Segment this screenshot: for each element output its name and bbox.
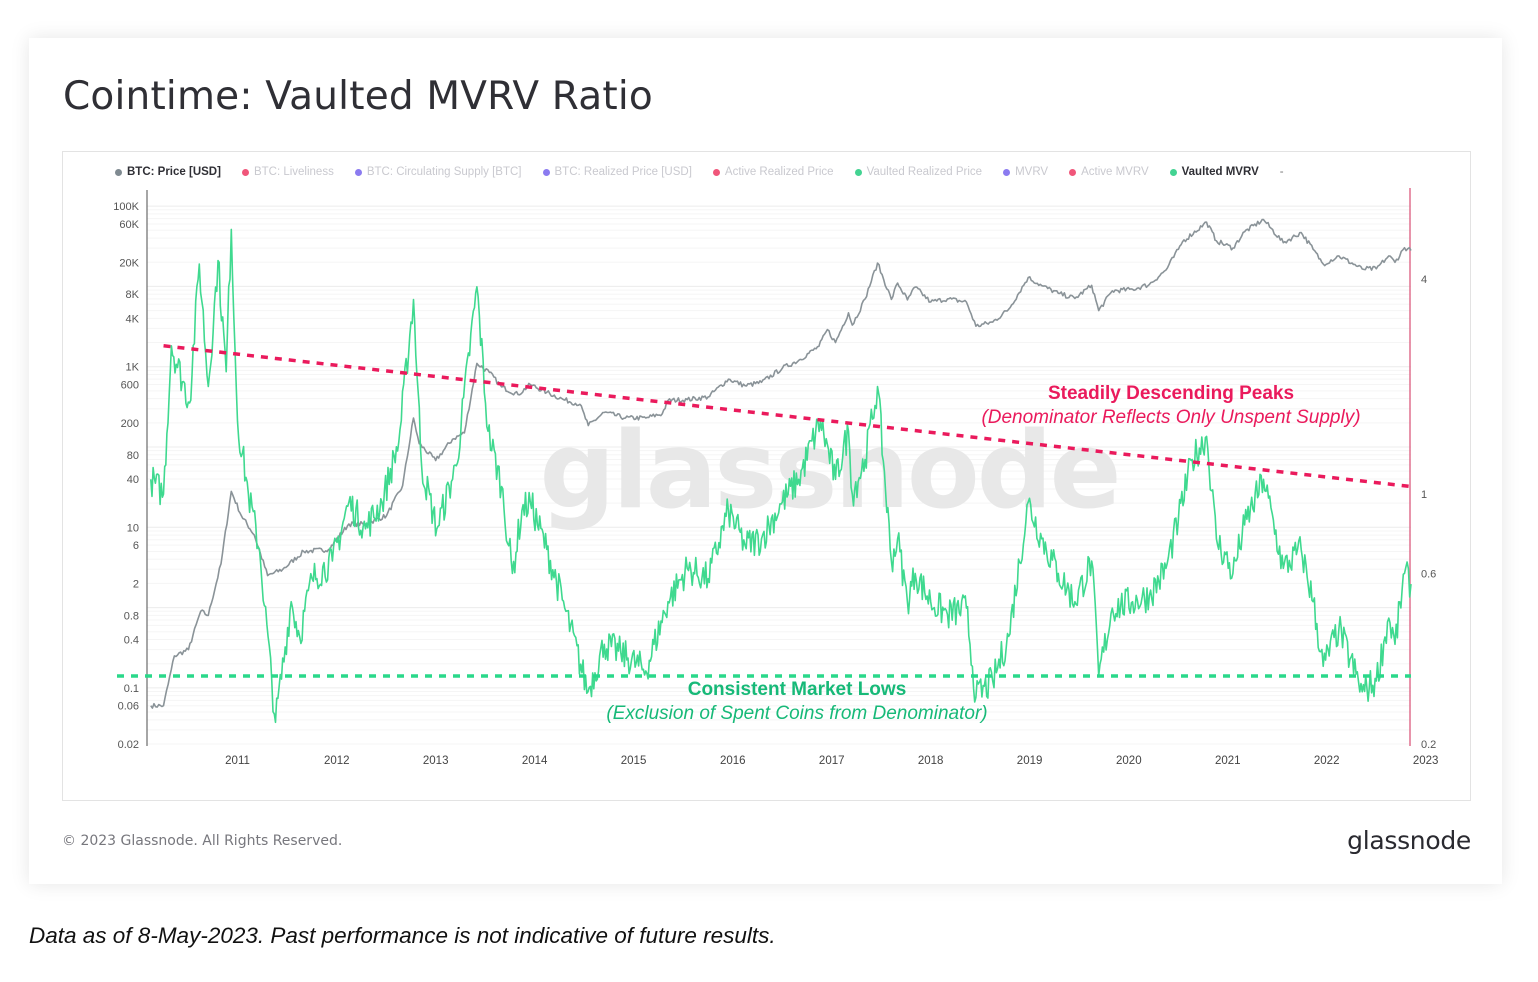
lows-annotation-title: Consistent Market Lows — [688, 679, 907, 700]
trendlines — [117, 344, 1412, 678]
legend-label: BTC: Liveliness — [253, 166, 334, 178]
y-tick-label: 4K — [126, 313, 140, 325]
legend-dot-icon — [854, 168, 862, 176]
chart-frame: BTC: Price [USD] BTC: Liveliness BTC: Circ… — [62, 151, 1471, 801]
chart-title: Cointime: Vaulted MVRV Ratio — [63, 74, 653, 119]
y-tick-label: 1K — [126, 362, 140, 374]
legend-item[interactable]: MVRV — [1003, 166, 1048, 178]
y-tick-label: 20K — [119, 257, 139, 269]
y-right-tick-label: 0.6 — [1421, 568, 1436, 580]
legend-item[interactable]: BTC: Circulating Supply [BTC] — [354, 166, 522, 178]
x-tick-label: 2012 — [324, 755, 350, 767]
y-right-tick-label: 0.2 — [1421, 739, 1436, 751]
y-tick-label: 10 — [127, 522, 139, 534]
legend-item[interactable]: BTC: Liveliness — [241, 166, 334, 178]
disclaimer-note: Data as of 8-May-2023. Past performance … — [29, 923, 776, 948]
glassnode-logo[interactable]: glassnode — [1347, 826, 1471, 855]
legend-label: Active MVRV — [1081, 166, 1149, 178]
peaks-annotation-subtitle: (Denominator Reflects Only Unspent Suppl… — [981, 407, 1360, 428]
lows-annotation-subtitle: (Exclusion of Spent Coins from Denominat… — [606, 703, 987, 724]
y-tick-label: 200 — [121, 418, 139, 430]
gridlines — [147, 205, 1411, 745]
legend-more-toggle[interactable]: - — [1279, 166, 1284, 178]
y-right-tick-label: 4 — [1421, 274, 1427, 286]
legend-label: BTC: Realized Price [USD] — [554, 166, 692, 178]
y-tick-label: 0.06 — [118, 701, 139, 713]
y-tick-label: 6 — [133, 540, 139, 552]
y-tick-label: 100K — [113, 201, 139, 213]
y-tick-label: 60K — [119, 219, 139, 231]
x-tick-label: 2014 — [522, 755, 548, 767]
legend-dot-icon — [354, 168, 362, 176]
y-tick-label: 600 — [121, 380, 139, 392]
legend-item[interactable]: Vaulted MVRV — [1169, 166, 1259, 178]
legend-dot-icon — [1069, 168, 1077, 176]
x-tick-label: 2017 — [819, 755, 845, 767]
x-tick-label: 2022 — [1314, 755, 1340, 767]
x-tick-label: 2018 — [918, 755, 944, 767]
legend-dot-icon — [542, 168, 550, 176]
legend-label: Vaulted MVRV — [1181, 166, 1259, 178]
x-tick-label: 2013 — [423, 755, 449, 767]
series-lines — [150, 218, 1412, 724]
legend-label: Vaulted Realized Price — [866, 166, 983, 178]
legend-item[interactable]: Active Realized Price — [712, 166, 834, 178]
btc-price-line — [150, 218, 1412, 709]
y-tick-label: 40 — [127, 474, 139, 486]
legend-dot-icon — [1003, 168, 1011, 176]
legend-item[interactable]: BTC: Price [USD] — [115, 166, 221, 178]
x-tick-label: 2020 — [1116, 755, 1142, 767]
legend-label: BTC: Circulating Supply [BTC] — [366, 166, 522, 178]
legend-label: MVRV — [1015, 166, 1049, 178]
x-tick-label: 2011 — [225, 755, 250, 767]
watermark: glassnode — [540, 409, 1119, 532]
copyright: © 2023 Glassnode. All Rights Reserved. — [62, 833, 343, 849]
x-tick-label: 2016 — [720, 755, 746, 767]
legend-label: BTC: Price [USD] — [127, 166, 221, 178]
y-tick-label: 0.8 — [124, 610, 139, 622]
legend-item[interactable]: Active MVRV — [1069, 166, 1149, 178]
x-tick-label: 2019 — [1017, 755, 1043, 767]
legend-label: Active Realized Price — [724, 166, 834, 178]
legend-item[interactable]: BTC: Realized Price [USD] — [542, 166, 692, 178]
chart-card: Cointime: Vaulted MVRV Ratio BTC: Price … — [29, 38, 1502, 884]
legend-dot-icon — [712, 168, 720, 176]
y-tick-label: 2 — [133, 578, 139, 590]
vaulted-mvrv-line — [150, 228, 1412, 724]
legend: BTC: Price [USD] BTC: Liveliness BTC: Circ… — [115, 164, 1284, 180]
y-tick-label: 80 — [127, 450, 139, 462]
chart-plot: glassnode 100K 60K 20K 8K 4K 1K 600 200 80 40 10 6 2… — [113, 188, 1438, 767]
axes: 100K 60K 20K 8K 4K 1K 600 200 80 40 10 6 2 0.8 0.4 0.1 0… — [113, 188, 1438, 767]
y-right-tick-label: 1 — [1421, 489, 1427, 501]
legend-item[interactable]: Vaulted Realized Price — [854, 166, 983, 178]
legend-dot-icon — [1169, 168, 1177, 176]
y-tick-label: 0.02 — [118, 739, 139, 751]
x-tick-label: 2023 — [1413, 755, 1439, 767]
peaks-annotation-title: Steadily Descending Peaks — [1048, 383, 1294, 404]
legend-dot-icon — [241, 168, 249, 176]
x-tick-label: 2015 — [621, 755, 647, 767]
y-tick-label: 0.4 — [124, 635, 139, 647]
y-tick-label: 0.1 — [124, 683, 139, 695]
x-tick-label: 2021 — [1215, 755, 1241, 767]
y-tick-label: 8K — [126, 289, 140, 301]
legend-dot-icon — [115, 168, 122, 176]
